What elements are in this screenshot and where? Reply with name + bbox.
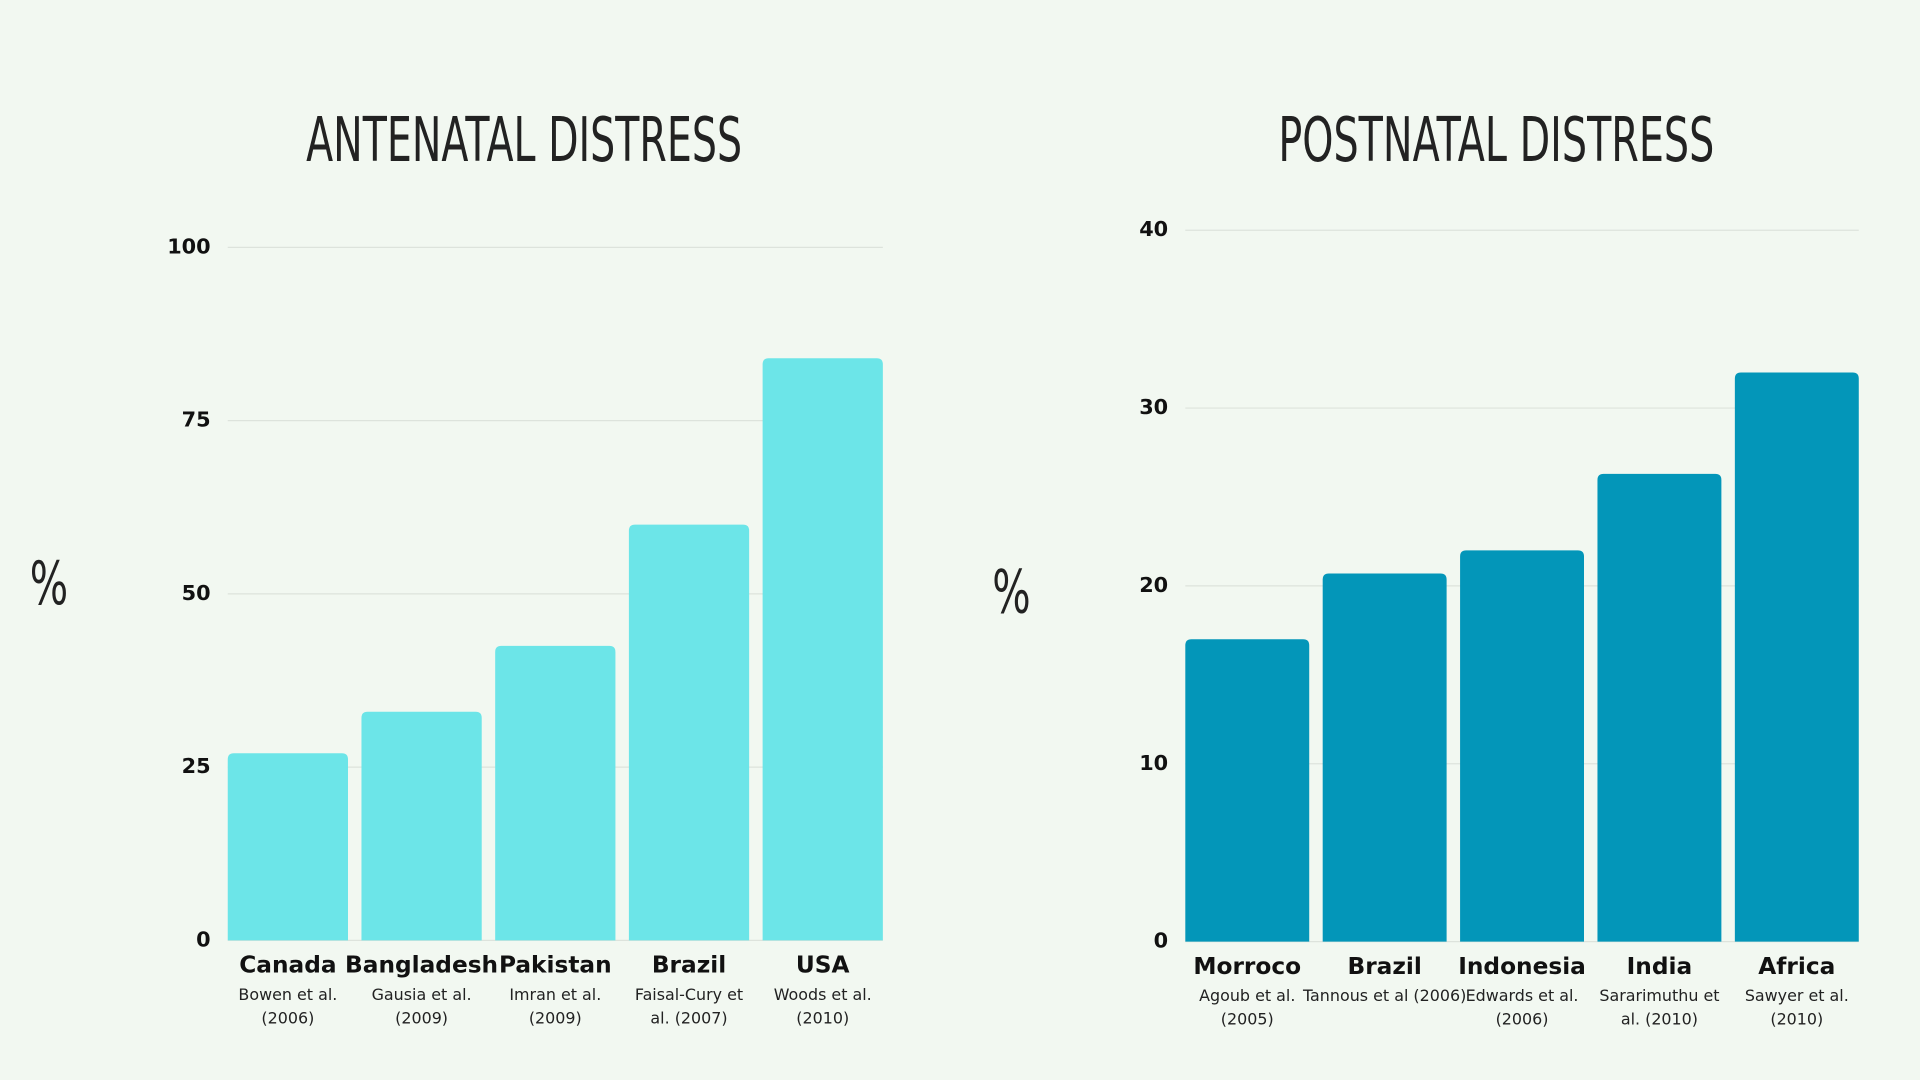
y-tick-label: 30 (1139, 395, 1168, 419)
chart-title: POSTNATAL DISTRESS (1278, 105, 1714, 176)
source-label: (2010) (796, 1008, 849, 1027)
y-tick-label: 20 (1139, 573, 1168, 597)
y-tick-label: 50 (182, 581, 211, 605)
y-tick-label: 0 (1154, 929, 1168, 953)
source-label: (2005) (1221, 1010, 1274, 1029)
source-label: Tannous et al (2006) (1302, 986, 1466, 1005)
x-tick-label: Morroco (1193, 953, 1301, 980)
source-label: Sawyer et al. (1745, 986, 1849, 1005)
y-tick-label: 40 (1139, 217, 1168, 241)
bar (1734, 372, 1859, 942)
x-tick-label: USA (796, 952, 850, 979)
source-label: (2009) (529, 1008, 582, 1027)
source-label: Woods et al. (774, 985, 872, 1004)
bar (495, 645, 616, 941)
y-tick-label: 75 (182, 408, 211, 432)
source-label: Faisal-Cury et (635, 985, 743, 1004)
source-label: (2006) (261, 1008, 314, 1027)
source-label: Imran et al. (509, 985, 601, 1004)
bar (1185, 639, 1310, 942)
chart-title: ANTENATAL DISTRESS (306, 105, 742, 176)
source-label: Gausia et al. (372, 985, 472, 1004)
bar (1460, 550, 1584, 942)
bar (762, 358, 883, 941)
y-tick-label: 10 (1139, 751, 1168, 775)
x-tick-label: Brazil (1347, 953, 1421, 980)
source-label: Edwards et al. (1466, 986, 1579, 1005)
x-tick-label: Bangladesh (345, 952, 498, 979)
x-tick-label: Canada (239, 952, 336, 979)
source-label: Agoub et al. (1199, 986, 1295, 1005)
source-label: (2006) (1496, 1010, 1549, 1029)
x-tick-label: Pakistan (499, 952, 612, 979)
source-label: al. (2007) (650, 1008, 727, 1027)
y-tick-label: 0 (196, 927, 210, 951)
y-axis-label: % (30, 549, 68, 618)
y-axis-label: % (992, 558, 1030, 627)
source-label: Sararimuthu et (1599, 986, 1719, 1005)
x-tick-label: India (1627, 953, 1693, 980)
bar (1322, 573, 1447, 942)
bar (628, 524, 750, 941)
bar (227, 753, 348, 941)
source-label: (2010) (1770, 1010, 1823, 1029)
bar (361, 711, 482, 941)
source-label: (2009) (395, 1008, 448, 1027)
bar (1597, 473, 1722, 942)
x-tick-label: Africa (1758, 953, 1835, 980)
x-tick-label: Brazil (652, 952, 726, 979)
y-tick-label: 100 (167, 234, 210, 258)
source-label: Bowen et al. (238, 985, 337, 1004)
y-tick-label: 25 (182, 754, 211, 778)
source-label: al. (2010) (1621, 1010, 1698, 1029)
x-tick-label: Indonesia (1458, 953, 1586, 980)
